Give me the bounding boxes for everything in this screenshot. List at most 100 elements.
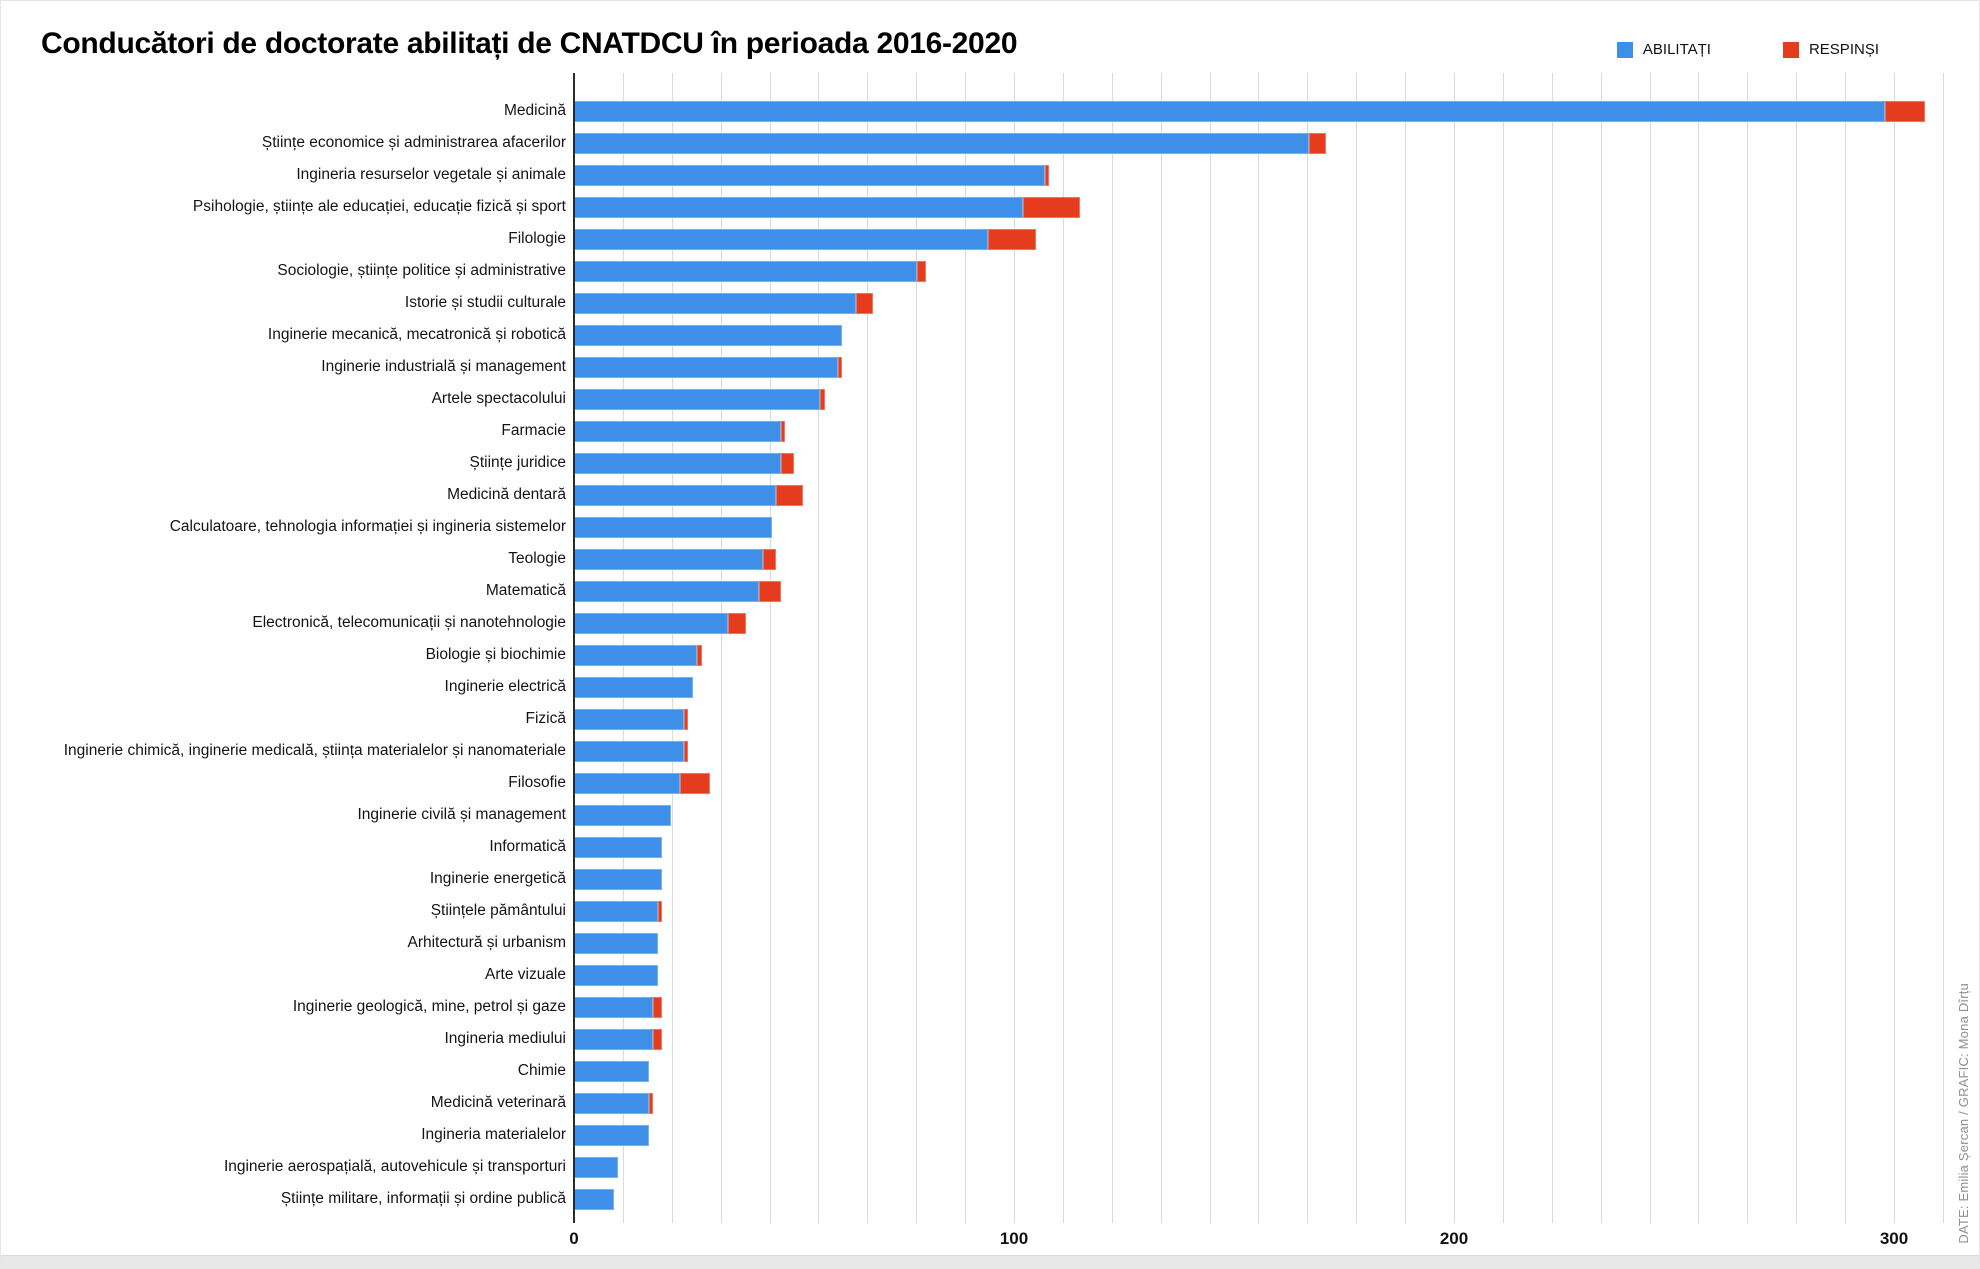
bar-row xyxy=(574,1092,654,1114)
category-label: Fizică xyxy=(525,710,566,727)
bar-segment-respinsi[interactable] xyxy=(838,356,843,378)
bar-row xyxy=(574,836,662,858)
legend-item-respinsi[interactable]: RESPINȘI xyxy=(1782,41,1879,58)
bar-segment-abilitati[interactable] xyxy=(574,836,662,858)
category-label: Ingineria materialelor xyxy=(421,1126,566,1143)
bar-segment-abilitati[interactable] xyxy=(574,612,728,634)
category-label: Inginerie electrică xyxy=(444,678,566,695)
bar-segment-respinsi[interactable] xyxy=(653,1028,662,1050)
bar-row xyxy=(574,484,803,506)
bar-segment-respinsi[interactable] xyxy=(684,708,689,730)
bar-segment-abilitati[interactable] xyxy=(574,516,772,538)
bar-segment-respinsi[interactable] xyxy=(684,740,689,762)
bar-segment-abilitati[interactable] xyxy=(574,708,684,730)
bar-row xyxy=(574,1124,649,1146)
category-label: Farmacie xyxy=(501,422,566,439)
bar-row xyxy=(574,1028,662,1050)
bar-segment-abilitati[interactable] xyxy=(574,772,680,794)
bar-row xyxy=(574,228,1036,250)
category-label: Artele spectacolului xyxy=(431,390,566,407)
category-label: Filologie xyxy=(508,230,566,247)
bar-segment-respinsi[interactable] xyxy=(763,548,777,570)
bar-segment-abilitati[interactable] xyxy=(574,228,988,250)
legend-label-respinsi: RESPINȘI xyxy=(1808,41,1879,58)
bar-segment-abilitati[interactable] xyxy=(574,644,698,666)
bar-row xyxy=(574,420,786,442)
bar-segment-respinsi[interactable] xyxy=(855,292,874,314)
gridline xyxy=(916,73,918,1223)
bar-segment-abilitati[interactable] xyxy=(574,388,821,410)
gridline xyxy=(1796,73,1798,1223)
bar-segment-respinsi[interactable] xyxy=(728,612,746,634)
bar-segment-respinsi[interactable] xyxy=(780,452,794,474)
bar-segment-abilitati[interactable] xyxy=(574,740,684,762)
gridline xyxy=(1845,73,1847,1223)
bar-segment-abilitati[interactable] xyxy=(574,1028,654,1050)
bar-segment-abilitati[interactable] xyxy=(574,1092,649,1114)
gridline xyxy=(1942,73,1944,1223)
y-axis-line xyxy=(573,73,575,1223)
bar-row xyxy=(574,292,874,314)
bar-segment-abilitati[interactable] xyxy=(574,196,1023,218)
gridline xyxy=(1160,73,1162,1223)
gridline xyxy=(1454,73,1455,1223)
bar-segment-respinsi[interactable] xyxy=(697,644,702,666)
gridline xyxy=(1747,73,1749,1223)
category-label: Inginerie chimică, inginerie medicală, ș… xyxy=(63,742,566,759)
bar-segment-abilitati[interactable] xyxy=(574,100,1886,122)
bar-segment-abilitati[interactable] xyxy=(574,292,856,314)
bar-segment-respinsi[interactable] xyxy=(758,580,781,602)
bar-segment-abilitati[interactable] xyxy=(574,804,671,826)
bar-segment-respinsi[interactable] xyxy=(653,996,662,1018)
bar-segment-abilitati[interactable] xyxy=(574,964,658,986)
bar-segment-abilitati[interactable] xyxy=(574,164,1045,186)
bar-segment-respinsi[interactable] xyxy=(776,484,803,506)
bar-row xyxy=(574,164,1050,186)
bar-segment-abilitati[interactable] xyxy=(574,1156,618,1178)
bar-segment-respinsi[interactable] xyxy=(1885,100,1925,122)
bar-segment-respinsi[interactable] xyxy=(1044,164,1050,186)
category-label: Inginerie mecanică, mecatronică și robot… xyxy=(267,326,566,343)
bar-segment-abilitati[interactable] xyxy=(574,260,918,282)
bar-segment-abilitati[interactable] xyxy=(574,132,1309,154)
bar-segment-abilitati[interactable] xyxy=(574,1188,614,1210)
bar-segment-abilitati[interactable] xyxy=(574,1060,649,1082)
bar-segment-abilitati[interactable] xyxy=(574,932,658,954)
bar-segment-respinsi[interactable] xyxy=(780,420,786,442)
category-label: Inginerie energetică xyxy=(429,870,566,887)
category-label: Științe militare, informații și ordine p… xyxy=(280,1190,566,1207)
bar-segment-respinsi[interactable] xyxy=(1308,132,1327,154)
bar-segment-abilitati[interactable] xyxy=(574,996,654,1018)
bar-segment-respinsi[interactable] xyxy=(657,900,662,922)
category-label: Arhitectură și urbanism xyxy=(407,934,566,951)
bar-segment-abilitati[interactable] xyxy=(574,868,662,890)
bar-segment-abilitati[interactable] xyxy=(574,484,777,506)
x-tick-label: 100 xyxy=(999,1229,1029,1248)
bar-segment-abilitati[interactable] xyxy=(574,676,693,698)
bar-segment-respinsi[interactable] xyxy=(917,260,926,282)
page-bottom-strip xyxy=(1,1255,1979,1268)
bar-segment-abilitati[interactable] xyxy=(574,900,658,922)
legend-item-abilitati[interactable]: ABILITAȚI xyxy=(1616,41,1711,58)
bar-segment-abilitati[interactable] xyxy=(574,356,838,378)
gridline xyxy=(720,73,722,1223)
bar-segment-respinsi[interactable] xyxy=(1022,196,1080,218)
bar-segment-abilitati[interactable] xyxy=(574,548,764,570)
category-label: Calculatoare, tehnologia informației și … xyxy=(169,518,566,535)
bar-row xyxy=(574,772,711,794)
category-label: Chimie xyxy=(517,1062,566,1079)
bar-row xyxy=(574,388,825,410)
bar-segment-respinsi[interactable] xyxy=(648,1092,654,1114)
bar-segment-respinsi[interactable] xyxy=(679,772,711,794)
bar-segment-abilitati[interactable] xyxy=(574,580,759,602)
bar-segment-respinsi[interactable] xyxy=(987,228,1036,250)
category-label: Istorie și studii culturale xyxy=(404,294,566,311)
category-label: Matematică xyxy=(485,582,566,599)
bar-segment-abilitati[interactable] xyxy=(574,420,781,442)
bar-segment-abilitati[interactable] xyxy=(574,452,781,474)
gridline xyxy=(1502,73,1504,1223)
bar-segment-abilitati[interactable] xyxy=(574,1124,649,1146)
bar-segment-respinsi[interactable] xyxy=(820,388,825,410)
bar-segment-abilitati[interactable] xyxy=(574,324,843,346)
